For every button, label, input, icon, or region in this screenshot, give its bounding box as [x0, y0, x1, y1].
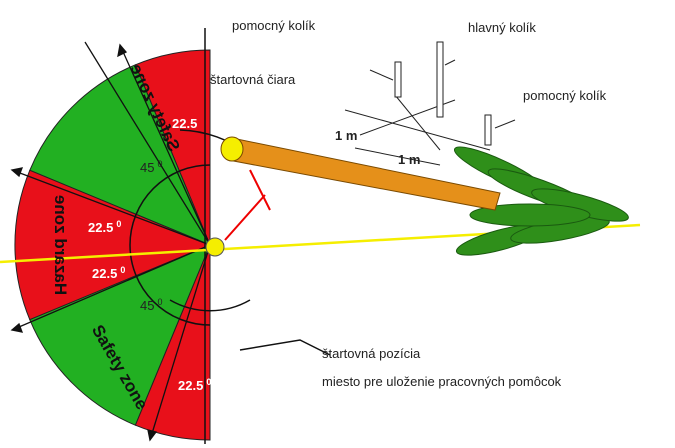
pegs [344, 41, 516, 166]
label: pomocný kolík [232, 18, 316, 33]
angle-label: 45 0 [140, 159, 162, 175]
label: hlavný kolík [468, 20, 536, 35]
log [220, 136, 501, 211]
start-point [205, 237, 225, 257]
zone-label: Hazard zone [51, 195, 70, 295]
arrow-red [249, 169, 271, 211]
label: štartovná pozícia [322, 346, 421, 361]
angle-label: 22.5 0 [88, 219, 121, 235]
pointer [239, 339, 331, 356]
label: 1 m [335, 128, 357, 143]
label: miesto pre uloženie pracovných pomôcok [322, 374, 562, 389]
label: pomocný kolík [523, 88, 607, 103]
angle-label: 22.5 0 [178, 377, 211, 393]
arrows [10, 41, 211, 442]
angle-label: 45 0 [140, 297, 162, 313]
tree [453, 146, 629, 256]
arrow-red [224, 194, 266, 241]
angle-label: 22.5 [172, 116, 197, 131]
label: 1 m [398, 152, 420, 167]
angle-label: 22.5 0 [92, 265, 125, 281]
label: štartovná čiara [210, 72, 296, 87]
